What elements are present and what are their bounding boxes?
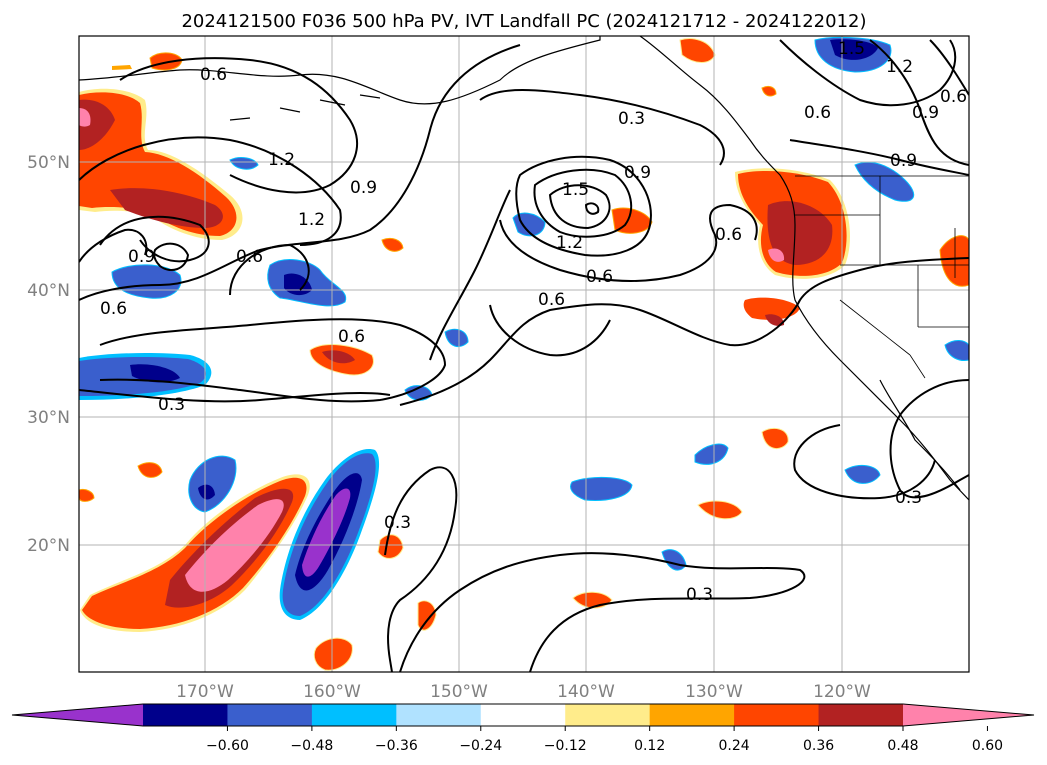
colorbar-tick-label: 0.24 [719,738,750,754]
lat-label: 30°N [27,408,70,428]
colorbar-tick-label: 0.12 [634,738,665,754]
colorbar-swatch [143,704,228,726]
contour-label: 0.6 [715,225,742,245]
map-title: 2024121500 F036 500 hPa PV, IVT Landfall… [181,11,866,32]
contour-labels: 0.6 1.2 0.9 1.2 0.6 0.9 0.6 0.6 0.3 0.3 … [100,39,967,605]
colorbar-tick-label: −0.60 [206,738,249,754]
anomaly-small [112,65,132,70]
contour-label: 1.5 [838,39,865,59]
positive-anomaly [761,85,777,97]
positive-anomaly [679,38,716,63]
negative-anomaly-west [79,353,212,400]
positive-anomaly-core [322,350,355,364]
contour-label: 1.2 [556,233,583,253]
colorbar-swatch [818,704,904,726]
contour-label: 0.6 [538,290,565,310]
positive-anomaly [939,235,969,287]
contour-label: 1.5 [562,180,589,200]
colorbar-tick-label: −0.12 [544,738,587,754]
positive-anomaly [313,637,353,671]
contour-label: 0.6 [940,87,967,107]
colorbar-swatch [396,704,482,726]
positive-anomaly-northwest [79,88,243,240]
contour-label: 0.6 [804,103,831,123]
contour-label: 0.9 [912,103,939,123]
colorbar-extension-max [903,704,1034,726]
contour-label: 0.3 [618,109,645,129]
lon-label: 120°W [813,682,871,702]
negative-anomaly [512,212,546,237]
colorbar-tick-label: 0.36 [803,738,834,754]
positive-anomaly [79,489,95,502]
coastlines [79,36,969,501]
lat-label: 50°N [27,153,70,173]
positive-anomaly [761,427,789,450]
state-borders [795,175,969,379]
contour-label: 0.3 [686,585,713,605]
lon-label: 170°W [176,682,234,702]
negative-anomaly [944,340,969,361]
contour-label: 0.9 [128,247,155,267]
contour-label: 0.3 [158,395,185,415]
contour-label: 1.2 [298,210,325,230]
lon-label: 140°W [557,682,615,702]
contour-label: 0.6 [586,267,613,287]
colorbar-tick-label: −0.36 [375,738,418,754]
negative-anomaly [229,157,259,170]
contour-label: 0.6 [236,247,263,267]
map-content: 0.6 1.2 0.9 1.2 0.6 0.9 0.6 0.6 0.3 0.3 … [79,36,969,672]
negative-anomaly [854,161,915,202]
lon-label: 150°W [430,682,488,702]
contour-label: 1.2 [886,57,913,77]
map-border [78,35,970,673]
colorbar-swatch [565,704,651,726]
colorbar-tick-label: −0.24 [459,738,502,754]
contour-label: 1.2 [268,150,295,170]
gridlines [79,36,969,672]
contour-label: 0.3 [384,513,411,533]
positive-anomaly-pacific-northwest [735,168,850,326]
colorbar-outline [11,703,1035,727]
positive-anomaly [697,500,743,520]
longitude-labels: 170°W 160°W 150°W 140°W 130°W 120°W [176,682,871,702]
colorbar-swatch [480,704,566,726]
contour-label: 0.6 [200,65,227,85]
contour-label: 0.3 [895,488,922,508]
positive-anomaly [381,237,404,252]
contour-label: 0.9 [350,178,377,198]
lon-label: 160°W [303,682,361,702]
lat-label: 40°N [27,281,70,301]
positive-anomaly-tropical [80,474,310,632]
negative-anomaly-tropical [188,449,380,620]
colorbar-swatch [734,704,820,726]
colorbar-tick-label: −0.48 [290,738,333,754]
negative-anomaly [444,328,469,348]
colorbar-extension-min [12,704,143,726]
contour-label: 0.9 [890,151,917,171]
colorbar: −0.60 −0.48 −0.36 −0.24 −0.12 0.12 0.24 0.36 0.4… [11,703,1035,754]
pv-contours [79,39,969,672]
contour-label: 0.6 [338,327,365,347]
lat-label: 20°N [27,536,70,556]
negative-anomaly [694,443,729,465]
colorbar-tick-label: 0.48 [887,738,918,754]
positive-anomaly [137,462,163,478]
contour-label: 0.6 [100,299,127,319]
latitude-labels: 50°N 40°N 30°N 20°N [27,153,70,556]
colorbar-swatch [649,704,735,726]
lon-label: 130°W [685,682,743,702]
colorbar-tick-label: 0.60 [972,738,1003,754]
negative-anomaly [844,464,881,484]
colorbar-swatch [311,704,397,726]
contour-label: 0.9 [624,163,651,183]
colorbar-swatch [227,704,313,726]
